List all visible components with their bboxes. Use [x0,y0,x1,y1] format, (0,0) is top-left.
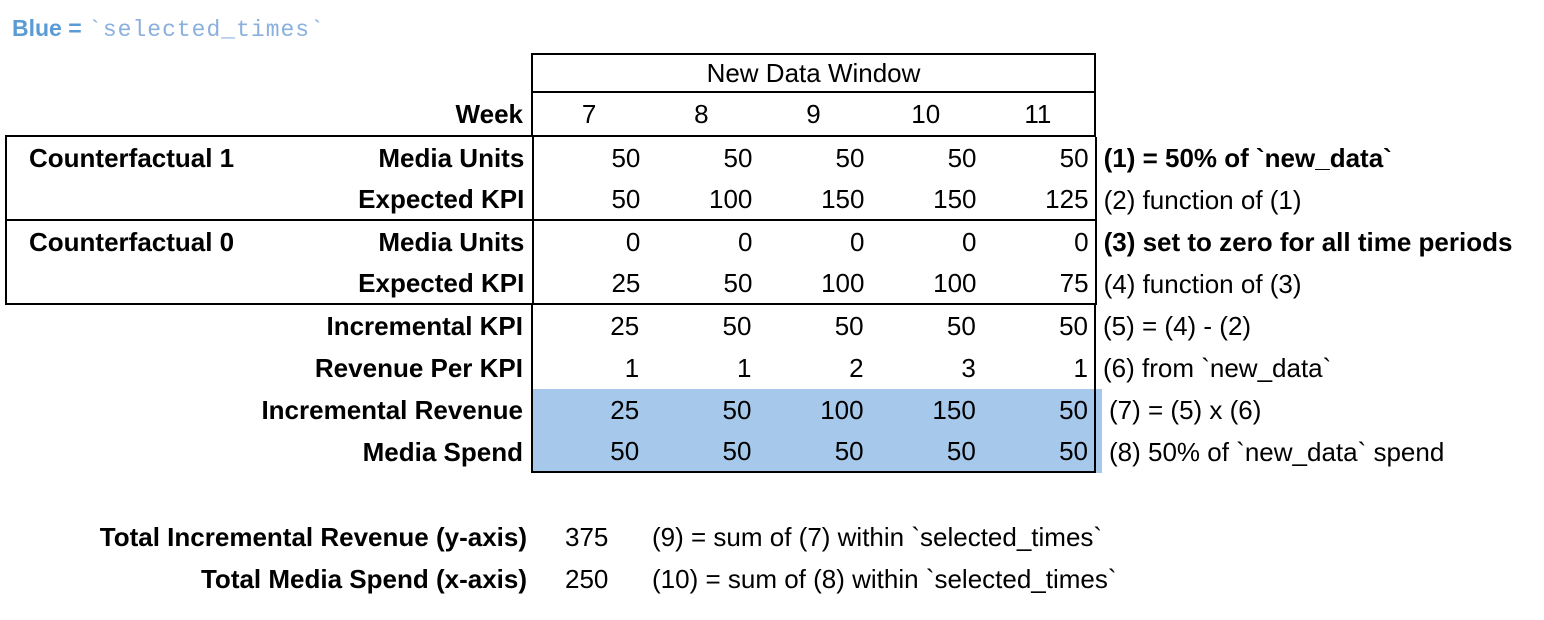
new-data-window-row: New Data Window [5,53,1544,93]
total-incremental-revenue-row: Total Incremental Revenue (y-axis) 375 (… [5,516,1117,558]
cell-value: 125 [1045,183,1089,214]
cell-value: 1 [624,352,640,383]
cell-value: 50 [611,183,641,214]
week-label: Week [455,98,523,129]
cell-value: 3 [961,352,976,383]
cell-value: 1 [1073,352,1089,383]
cell-value-highlighted: 50 [645,389,758,431]
totals-section: Total Incremental Revenue (y-axis) 375 (… [5,516,1117,600]
cell-value: 75 [1059,267,1089,298]
cell-value: 50 [834,310,864,341]
cell-value-highlighted: 50 [869,431,982,471]
row-note: (8) 50% of `new_data` spend [1096,431,1544,473]
cell-value-highlighted: 25 [533,389,646,431]
cell-value: 0 [1074,226,1089,257]
cell-value: 50 [946,310,976,341]
data-table: New Data Window Week 7 8 9 10 11 Counter… [5,53,1544,473]
cell-value-highlighted: 50 [981,389,1095,431]
new-data-window-title: New Data Window [706,57,921,88]
row-note: (4) function of (3) [1103,268,1302,299]
week-10: 10 [911,98,941,129]
row-label: Media Units [378,142,525,173]
counterfactual-1-label: Counterfactual 1 [29,142,235,173]
table-row-cf1-media-units: Counterfactual 1 Media Units 50 50 50 50… [5,137,1544,179]
header-spacer [5,53,531,93]
week-11: 11 [1024,98,1052,129]
cell-value: 25 [611,267,641,298]
table-row-cf0-media-units: Counterfactual 0 Media Units 0 0 0 0 0 (… [5,221,1544,263]
cell-value: 50 [723,142,753,173]
cell-value: 150 [933,183,977,214]
week-7: 7 [581,98,597,129]
counterfactual-0-label: Counterfactual 0 [29,226,235,257]
total-media-spend-note: (10) = sum of (8) within `selected_times… [652,563,1117,594]
table-row-incremental-revenue: Incremental Revenue 25 50 100 150 50 (7)… [5,389,1544,431]
total-incremental-revenue-note: (9) = sum of (7) within `selected_times` [652,521,1103,552]
row-label: Media Spend [362,436,523,467]
cell-value: 100 [933,267,977,298]
row-note: (3) set to zero for all time periods [1103,226,1513,257]
week-8: 8 [694,98,709,129]
row-label: Expected KPI [358,183,525,214]
cell-value: 2 [849,352,864,383]
cell-value: 50 [722,310,752,341]
cell-value-highlighted: 50 [645,431,758,471]
row-note: (6) from `new_data` [1103,352,1332,383]
total-media-spend-value: 250 [565,563,609,594]
row-note: (7) = (5) x (6) [1096,389,1544,431]
cell-value: 0 [962,226,977,257]
row-note: (5) = (4) - (2) [1103,310,1252,341]
total-incremental-revenue-value: 375 [565,521,609,552]
week-row: Week 7 8 9 10 11 [5,93,1544,137]
blue-legend-code: `selected_times` [88,17,325,43]
cell-value: 0 [737,226,753,257]
cell-value: 100 [821,267,865,298]
total-media-spend-row: Total Media Spend (x-axis) 250 (10) = su… [5,558,1117,600]
cell-value: 1 [736,352,752,383]
table-row-media-spend: Media Spend 50 50 50 50 50 (8) 50% of `n… [5,431,1544,473]
cell-value-highlighted: 50 [533,431,646,471]
row-label: Expected KPI [358,267,525,298]
table-row-cf1-expected-kpi: Expected KPI 50 100 150 150 125 (2) func… [5,179,1544,221]
cell-value: 0 [849,226,865,257]
week-9: 9 [806,98,821,129]
cell-value: 150 [821,183,865,214]
table-row-incremental-kpi: Incremental KPI 25 50 50 50 50 (5) = (4)… [5,305,1544,347]
row-label: Revenue Per KPI [314,352,523,383]
cell-value-highlighted: 150 [869,389,982,431]
cell-value: 50 [1059,310,1089,341]
cell-value: 50 [947,142,977,173]
row-label: Media Units [378,226,525,257]
total-media-spend-label: Total Media Spend (x-axis) [200,563,527,594]
table-row-cf0-expected-kpi: Expected KPI 25 50 100 100 75 (4) functi… [5,263,1544,305]
table-row-revenue-per-kpi: Revenue Per KPI 1 1 2 3 1 (6) from `new_… [5,347,1544,389]
blue-legend-label: Blue = [12,15,89,41]
cell-value: 50 [835,142,865,173]
row-note: (1) = 50% of `new_data` [1103,142,1392,173]
cell-value: 50 [723,267,753,298]
cell-value: 100 [709,183,753,214]
cell-value-highlighted: 100 [757,389,870,431]
row-note: (2) function of (1) [1103,184,1302,215]
row-label: Incremental Revenue [261,394,523,425]
new-data-window-box: New Data Window [531,53,1096,93]
cell-value: 50 [611,142,641,173]
blue-legend: Blue = `selected_times` [12,15,325,43]
cell-value-highlighted: 50 [981,431,1095,471]
cell-value-highlighted: 50 [757,431,870,471]
cell-value: 0 [625,226,641,257]
cell-value: 50 [1059,142,1089,173]
cell-value: 25 [610,310,640,341]
row-label: Incremental KPI [326,310,523,341]
total-incremental-revenue-label: Total Incremental Revenue (y-axis) [99,521,527,552]
